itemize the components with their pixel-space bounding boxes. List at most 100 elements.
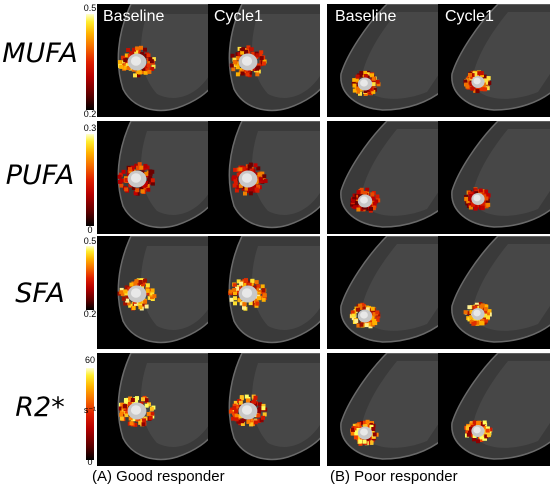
overlay-voxel <box>232 60 237 65</box>
overlay-voxel <box>468 72 472 77</box>
overlay-voxel <box>255 408 260 413</box>
overlay-voxel <box>370 200 375 205</box>
overlay-voxel <box>259 418 264 423</box>
overlay-voxel <box>124 413 129 418</box>
overlay-voxel <box>238 286 243 291</box>
overlay-voxel <box>118 172 123 177</box>
overlay-voxel <box>231 416 235 421</box>
overlay-voxel <box>235 56 240 60</box>
tumor-core-highlight <box>360 79 368 87</box>
overlay-voxel <box>258 53 263 58</box>
overlay-voxel <box>233 400 238 405</box>
overlay-voxel <box>375 194 380 199</box>
fibroglandular-texture <box>141 363 209 447</box>
overlay-voxel <box>128 169 133 174</box>
overlay-voxel <box>143 278 147 283</box>
overlay-voxel <box>235 72 240 77</box>
overlay-voxel <box>143 163 148 168</box>
overlay-voxel <box>356 204 361 209</box>
group-label-poor-responder: (B) Poor responder <box>330 468 458 485</box>
overlay-voxel <box>238 167 243 172</box>
overlay-voxel <box>148 169 153 174</box>
overlay-voxel <box>137 302 142 307</box>
overlay-voxel <box>136 73 141 78</box>
overlay-voxel <box>483 87 488 92</box>
overlay-voxel <box>463 79 468 84</box>
overlay-voxel <box>151 57 156 62</box>
overlay-voxel <box>152 294 157 299</box>
skin-edge <box>117 236 213 344</box>
overlay-voxel <box>247 187 252 192</box>
overlay-voxel <box>150 181 155 186</box>
overlay-voxel <box>359 71 364 75</box>
fibroglandular-texture <box>141 14 209 98</box>
overlay-voxel <box>235 65 240 70</box>
overlay-voxel <box>464 82 469 87</box>
overlay-voxel <box>128 167 132 172</box>
overlay-voxel <box>480 87 485 92</box>
overlay-voxel <box>233 301 237 306</box>
overlay-voxel <box>483 78 488 83</box>
overlay-voxel <box>352 88 357 93</box>
overlay-voxel <box>261 403 266 408</box>
mri-panel <box>97 236 213 349</box>
overlay-voxel <box>371 206 376 211</box>
overlay-voxel <box>145 286 150 291</box>
row-label-sfa: SFA <box>15 278 65 309</box>
overlay-voxel <box>359 437 364 442</box>
skin-edge <box>117 4 213 112</box>
overlay-voxel <box>376 198 381 203</box>
overlay-voxel <box>133 282 138 286</box>
overlay-voxel <box>138 420 143 425</box>
overlay-voxel <box>470 424 475 429</box>
overlay-voxel <box>370 306 375 311</box>
overlay-voxel <box>136 417 141 422</box>
colorbar-sfa <box>86 246 94 310</box>
overlay-voxel <box>352 78 357 83</box>
overlay-voxel <box>241 69 246 73</box>
row-label-pufa: PUFA <box>5 160 75 191</box>
overlay-voxel <box>148 57 153 62</box>
overlay-voxel <box>127 401 132 406</box>
overlay-voxel <box>480 303 485 308</box>
overlay-voxel <box>126 301 131 306</box>
overlay-voxel <box>119 290 124 295</box>
tumor-core-highlight <box>360 196 368 204</box>
overlay-voxel <box>140 52 145 56</box>
overlay-voxel <box>245 72 250 77</box>
overlay-voxel <box>236 289 241 294</box>
overlay-voxel <box>139 165 144 170</box>
overlay-voxel <box>480 73 484 78</box>
overlay-voxel <box>466 199 471 204</box>
overlay-voxel <box>138 305 143 310</box>
column-header-baseline-b: Baseline <box>335 8 397 25</box>
overlay-voxel <box>134 163 139 168</box>
tumor-core-highlight <box>130 56 142 66</box>
overlay-voxel <box>473 206 478 211</box>
overlay-voxel <box>149 406 154 411</box>
overlay-voxel <box>232 183 237 188</box>
overlay-voxel <box>350 427 355 432</box>
overlay-voxel <box>232 406 237 410</box>
overlay-voxel <box>249 168 254 173</box>
overlay-voxel <box>368 319 373 324</box>
skin-edge <box>340 4 443 111</box>
overlay-voxel <box>239 281 244 286</box>
overlay-voxel <box>144 398 149 403</box>
overlay-voxel <box>141 282 145 287</box>
mri-panel <box>208 4 320 117</box>
overlay-voxel <box>242 302 247 307</box>
overlay-voxel <box>484 189 489 194</box>
overlay-voxel <box>368 86 373 91</box>
overlay-voxel <box>242 278 247 283</box>
overlay-voxel <box>362 306 367 311</box>
overlay-voxel <box>147 60 152 65</box>
overlay-voxel <box>237 298 242 303</box>
skin-edge <box>228 353 320 461</box>
tumor-core-highlight <box>473 194 481 202</box>
skin-edge <box>117 121 213 229</box>
overlay-voxel <box>119 416 124 421</box>
overlay-voxel <box>147 69 152 74</box>
overlay-voxel <box>363 89 368 93</box>
overlay-voxel <box>232 283 237 288</box>
